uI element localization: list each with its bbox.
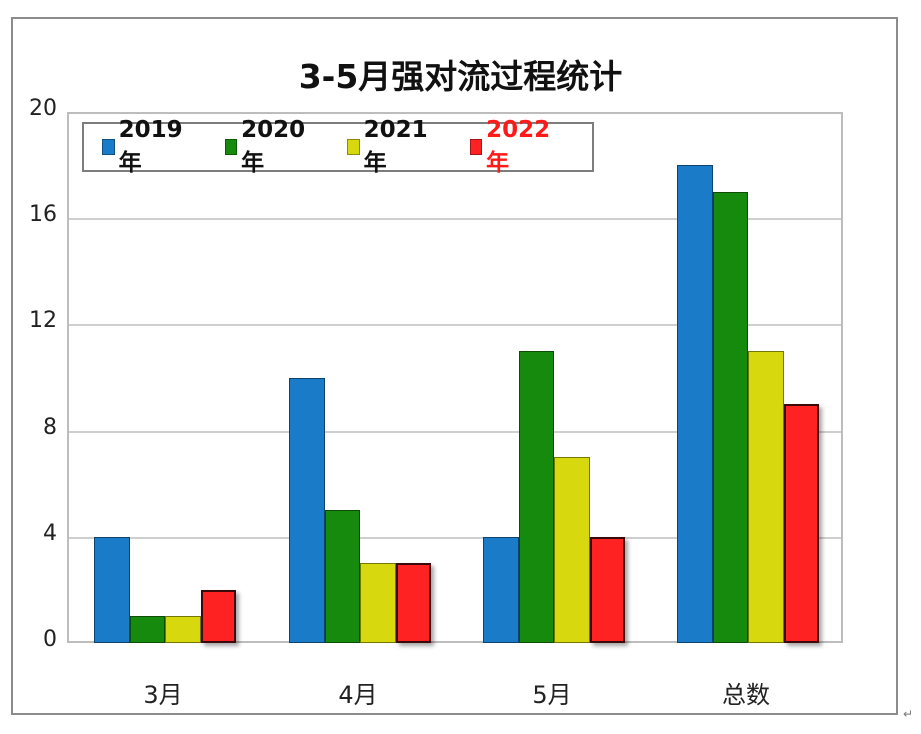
- legend-label: 2022年: [486, 117, 551, 176]
- y-tick-label: 4: [43, 520, 57, 546]
- bar-2019年-总数: [677, 165, 713, 643]
- y-tick-label: 16: [29, 202, 57, 228]
- legend-item: 2019年: [102, 117, 203, 177]
- legend-swatch-icon: [347, 139, 360, 155]
- x-tick-label: 3月: [143, 681, 183, 709]
- legend-label: 2021年: [363, 117, 428, 176]
- x-tick-label: 5月: [532, 681, 572, 709]
- y-tick-label: 12: [29, 308, 57, 334]
- bar-2021年-4月: [360, 563, 396, 643]
- bar-2022年-总数: [783, 404, 819, 643]
- bar-2022年-5月: [589, 536, 625, 643]
- legend-item: 2020年: [224, 117, 326, 177]
- y-tick-label: 20: [29, 96, 57, 121]
- legend-item: 2022年: [469, 117, 571, 177]
- bar-2019年-4月: [289, 377, 325, 643]
- gridline: [69, 218, 841, 221]
- chart-title: 3-5月强对流过程统计: [298, 57, 623, 96]
- plot-area: [67, 112, 843, 643]
- legend-swatch-icon: [224, 139, 238, 155]
- bar-2019年-3月: [94, 536, 130, 643]
- bar-2021年-5月: [554, 457, 590, 643]
- x-tick-label: 总数: [722, 681, 770, 709]
- paragraph-return-mark: ↵: [903, 707, 914, 721]
- bar-2022年-3月: [200, 589, 236, 643]
- legend-swatch-icon: [469, 139, 483, 155]
- x-tick-label: 4月: [338, 681, 378, 709]
- gridline: [69, 536, 841, 539]
- bar-2020年-总数: [712, 191, 748, 643]
- bar-2021年-3月: [165, 616, 201, 643]
- legend-label: 2020年: [241, 117, 306, 176]
- bar-2021年-总数: [748, 350, 784, 643]
- y-tick-label: 8: [43, 414, 57, 440]
- y-tick-label: 0: [43, 627, 57, 652]
- bar-2020年-4月: [324, 510, 360, 643]
- bar-2020年-3月: [129, 616, 165, 643]
- bar-2019年-5月: [483, 536, 519, 643]
- bar-2022年-4月: [395, 563, 431, 643]
- legend-swatch-icon: [102, 139, 115, 155]
- bar-2020年-5月: [518, 350, 554, 643]
- gridline: [69, 324, 841, 327]
- gridline: [69, 430, 841, 433]
- legend-label: 2019年: [118, 117, 183, 176]
- legend: 2019年 2020年 2021年 2022年: [82, 117, 594, 176]
- legend-item: 2021年: [347, 117, 448, 177]
